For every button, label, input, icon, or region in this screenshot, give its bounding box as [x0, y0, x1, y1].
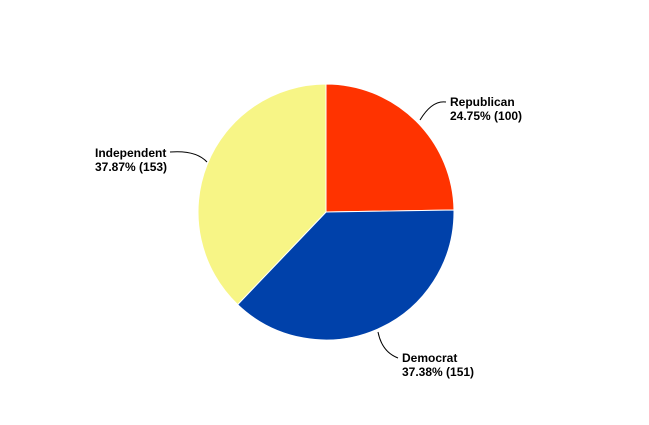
slice-label-independent-value: 37.87% (153) — [95, 160, 167, 174]
leader-line-independent — [169, 151, 208, 163]
slice-label-democrat-name: Democrat — [402, 351, 457, 365]
slice-label-democrat-value: 37.38% (151) — [402, 365, 474, 379]
leader-line-democrat — [377, 331, 399, 359]
slice-label-independent-name: Independent — [95, 146, 166, 160]
pie-slice-independent — [197, 83, 327, 306]
pie-slice-democrat — [236, 209, 455, 341]
pie-slice-republican — [325, 83, 455, 213]
pie-slices — [197, 83, 455, 341]
slice-label-republican-value: 24.75% (100) — [450, 109, 522, 123]
pie-labels: Republican 24.75% (100) Democrat 37.38% … — [95, 95, 522, 379]
slice-label-republican-name: Republican — [450, 95, 515, 109]
leader-line-republican — [419, 101, 447, 121]
